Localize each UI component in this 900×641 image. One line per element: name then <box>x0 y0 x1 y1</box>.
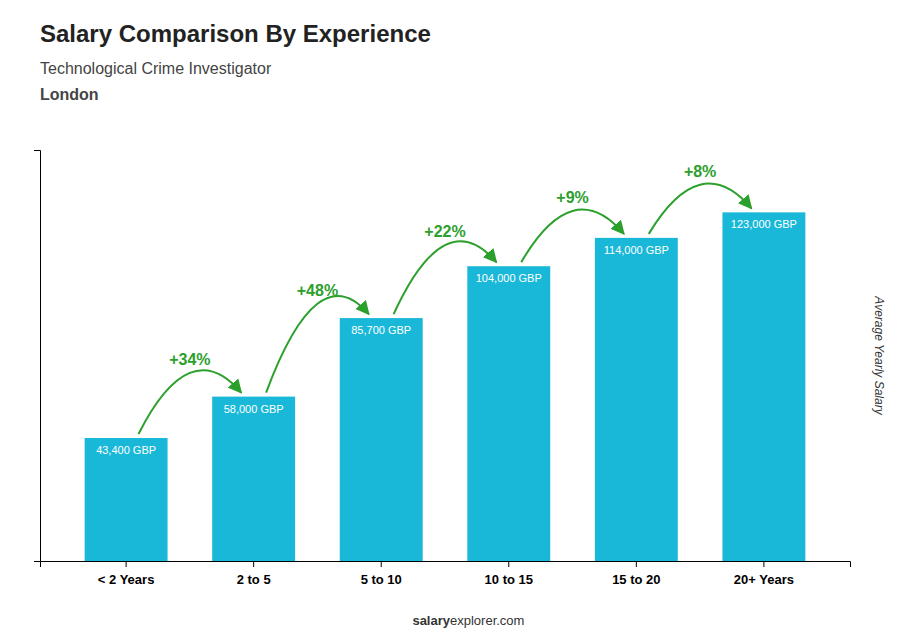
data-labels: 43,400 GBP 58,000 GBP 85,700 GBP 104,000 GB… <box>96 218 797 456</box>
city: London <box>40 86 99 103</box>
change-label: +22% <box>424 223 465 240</box>
x-axis-line <box>41 562 851 568</box>
x-tick: < 2 Years <box>98 561 155 587</box>
bar <box>467 266 550 561</box>
bar <box>340 318 423 561</box>
x-tick-label: 2 to 5 <box>237 572 271 587</box>
x-tick-mark <box>253 561 254 567</box>
x-tick: 2 to 5 <box>237 561 271 587</box>
change-arrow <box>649 184 752 234</box>
data-label: 85,700 GBP <box>351 324 411 336</box>
x-tick: 15 to 20 <box>612 561 660 587</box>
change-label: +48% <box>297 282 338 299</box>
x-tick: 5 to 10 <box>361 561 402 587</box>
x-tick-mark <box>508 561 509 567</box>
data-label: 114,000 GBP <box>604 244 669 256</box>
x-axis: < 2 Years 2 to 5 5 to 10 10 to 15 15 to 20 20… <box>41 561 851 587</box>
y-axis-title: Average Yearly Salary <box>872 295 886 415</box>
x-tick: 20+ Years <box>734 561 794 587</box>
bar <box>595 238 678 561</box>
x-tick: 10 to 15 <box>485 561 533 587</box>
x-tick-label: 15 to 20 <box>612 572 660 587</box>
title: Salary Comparison By Experience <box>40 20 431 47</box>
footer: salary <box>412 613 450 628</box>
bar <box>85 438 168 561</box>
subtitle: Technological Crime Investigator <box>40 60 272 77</box>
x-tick-mark <box>126 561 127 567</box>
change-label: +9% <box>556 189 588 206</box>
x-tick-label: 10 to 15 <box>485 572 533 587</box>
change-label: +8% <box>684 163 716 180</box>
change-arrow <box>521 210 624 263</box>
change-arrow <box>266 296 369 393</box>
bar <box>212 397 295 561</box>
data-label: 123,000 GBP <box>731 218 797 230</box>
x-tick-label: 20+ Years <box>734 572 794 587</box>
y-axis <box>34 151 41 562</box>
plot-area <box>85 212 806 561</box>
change-label: +34% <box>169 351 210 368</box>
bar <box>722 212 805 561</box>
change-arrow <box>139 370 242 434</box>
footer: explorer.com <box>450 613 524 628</box>
chart: Salary Comparison By Experience Technolog… <box>0 0 900 641</box>
data-label: 104,000 GBP <box>476 272 542 284</box>
x-tick-mark <box>381 561 382 567</box>
change-arrow <box>394 241 497 314</box>
y-axis-line <box>34 151 41 562</box>
x-tick-mark <box>763 561 764 567</box>
change-annotations: +34% +48% +22% +9% +8% <box>139 163 752 434</box>
x-tick-label: < 2 Years <box>98 572 155 587</box>
x-tick-mark <box>636 561 637 567</box>
data-label: 58,000 GBP <box>224 403 284 415</box>
x-tick-label: 5 to 10 <box>361 572 402 587</box>
data-label: 43,400 GBP <box>96 444 156 456</box>
